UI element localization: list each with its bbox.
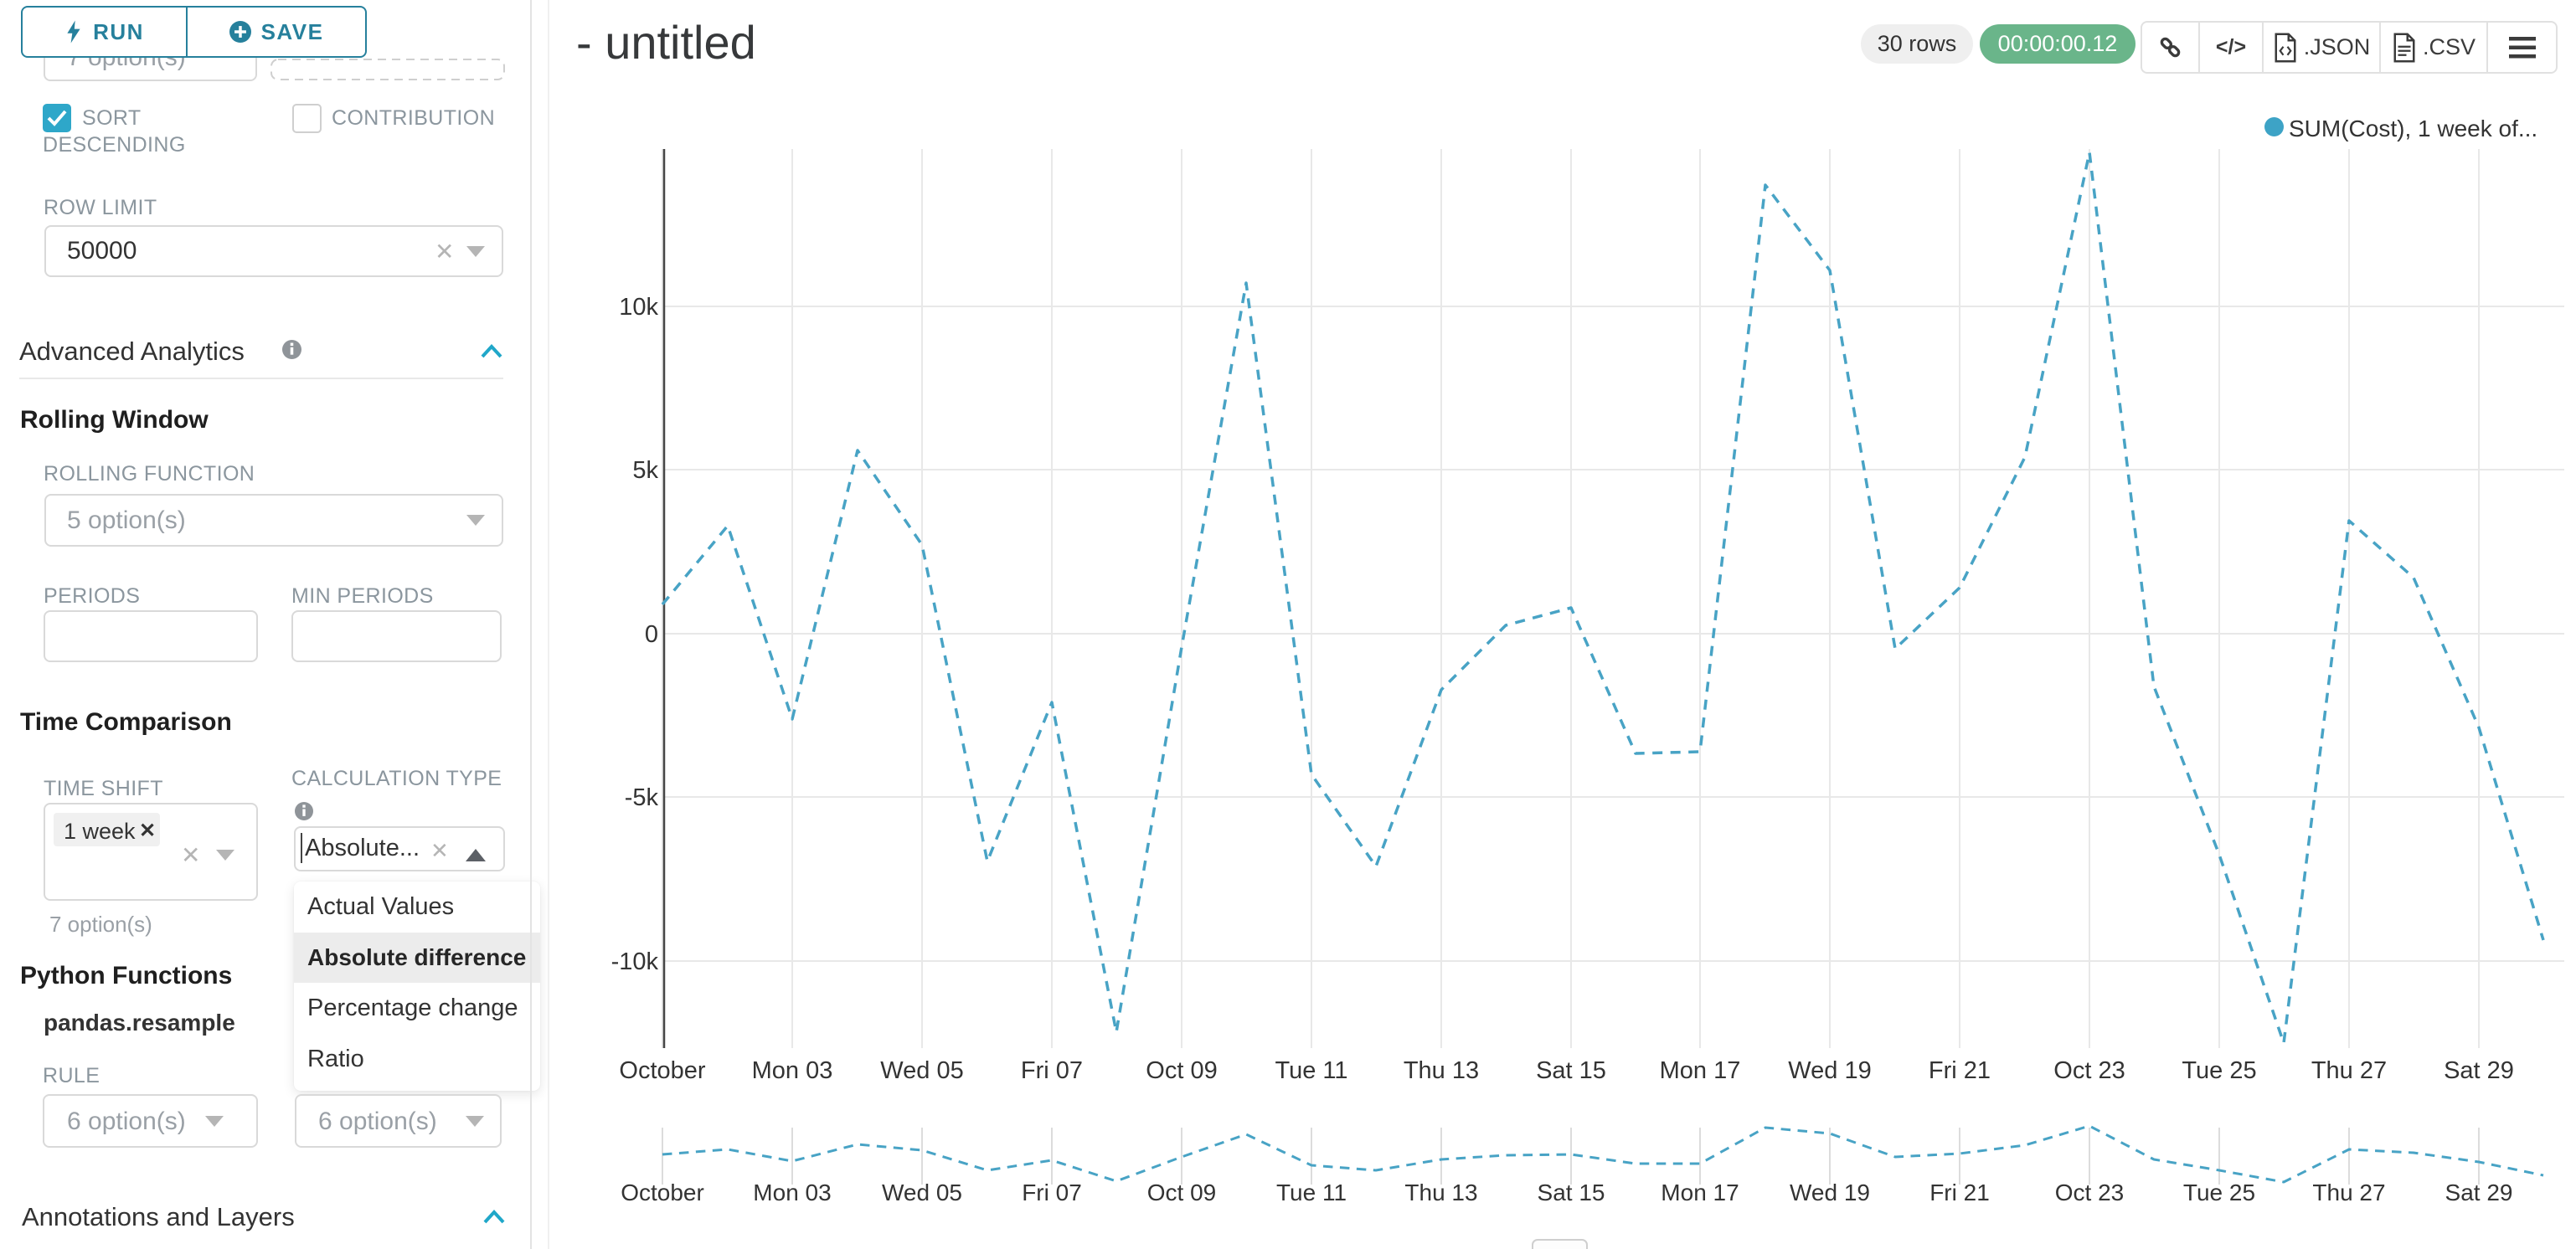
svg-text:Tue 25: Tue 25 bbox=[2182, 1057, 2256, 1084]
svg-text:Mon 03: Mon 03 bbox=[752, 1057, 833, 1084]
svg-text:Fri 21: Fri 21 bbox=[1929, 1180, 1990, 1205]
svg-text:Wed 19: Wed 19 bbox=[1790, 1180, 1870, 1205]
svg-text:Oct 23: Oct 23 bbox=[2055, 1180, 2124, 1205]
svg-text:Sat 15: Sat 15 bbox=[1538, 1180, 1605, 1205]
svg-text:10k: 10k bbox=[619, 294, 658, 321]
svg-text:Oct 09: Oct 09 bbox=[1146, 1057, 1217, 1084]
svg-text:Mon 17: Mon 17 bbox=[1660, 1057, 1741, 1084]
svg-text:Fri 21: Fri 21 bbox=[1929, 1057, 1991, 1084]
svg-text:-10k: -10k bbox=[611, 948, 659, 975]
svg-text:Tue 25: Tue 25 bbox=[2183, 1180, 2255, 1205]
svg-text:Mon 03: Mon 03 bbox=[753, 1180, 831, 1205]
svg-text:Thu 13: Thu 13 bbox=[1404, 1180, 1477, 1205]
svg-text:0: 0 bbox=[645, 621, 658, 648]
svg-text:5k: 5k bbox=[632, 457, 658, 484]
svg-text:Mon 17: Mon 17 bbox=[1661, 1180, 1739, 1205]
svg-text:Thu 27: Thu 27 bbox=[2312, 1180, 2385, 1205]
svg-text:Oct 09: Oct 09 bbox=[1147, 1180, 1216, 1205]
svg-text:Wed 19: Wed 19 bbox=[1788, 1057, 1871, 1084]
svg-text:Thu 13: Thu 13 bbox=[1404, 1057, 1479, 1084]
svg-text:Wed 05: Wed 05 bbox=[880, 1057, 963, 1084]
svg-text:Sat 29: Sat 29 bbox=[2445, 1180, 2513, 1205]
svg-text:Sat 29: Sat 29 bbox=[2444, 1057, 2514, 1084]
svg-text:Oct 23: Oct 23 bbox=[2053, 1057, 2125, 1084]
svg-text:Thu 27: Thu 27 bbox=[2311, 1057, 2387, 1084]
svg-text:Sat 15: Sat 15 bbox=[1536, 1057, 1606, 1084]
svg-text:October: October bbox=[621, 1180, 704, 1205]
svg-text:Wed 05: Wed 05 bbox=[882, 1180, 962, 1205]
svg-text:Tue 11: Tue 11 bbox=[1276, 1180, 1347, 1205]
svg-text:Fri 07: Fri 07 bbox=[1022, 1180, 1082, 1205]
svg-text:Tue 11: Tue 11 bbox=[1275, 1057, 1347, 1084]
svg-text:October: October bbox=[619, 1057, 705, 1084]
svg-text:-5k: -5k bbox=[625, 784, 659, 811]
svg-text:Fri 07: Fri 07 bbox=[1021, 1057, 1083, 1084]
